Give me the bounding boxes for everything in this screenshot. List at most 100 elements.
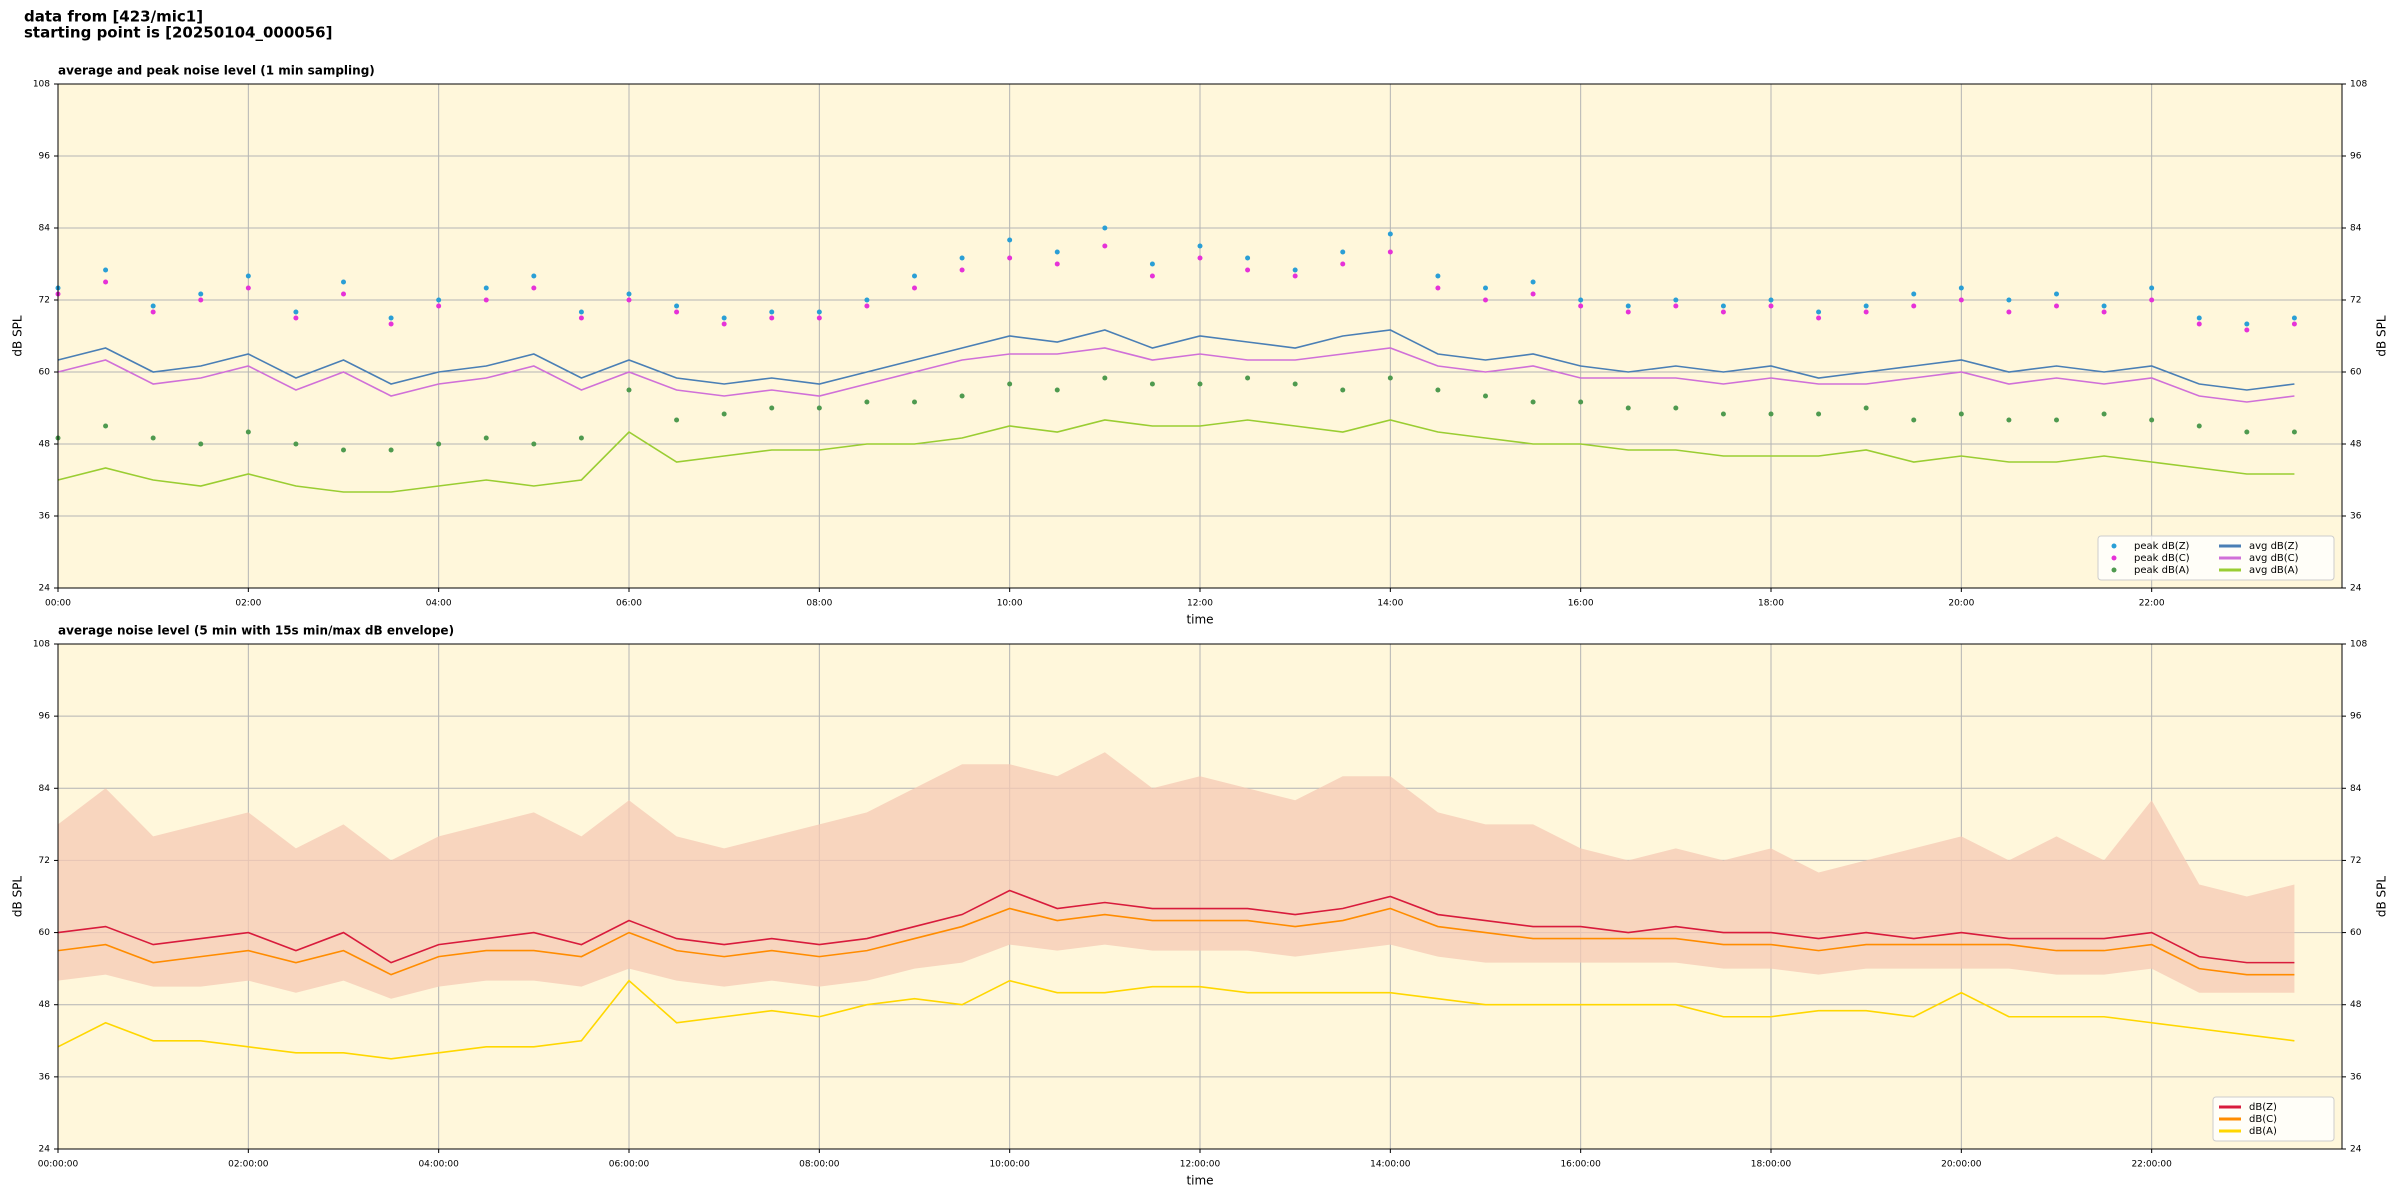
peak-point: [721, 411, 727, 417]
peak-point: [1054, 249, 1060, 255]
peak-point: [1720, 309, 1726, 315]
y-tick-label: 84: [39, 784, 51, 794]
peak-point: [1720, 411, 1726, 417]
legend-marker: [2111, 543, 2117, 549]
peak-point: [626, 297, 632, 303]
y-tick-label: 72: [39, 296, 50, 306]
peak-point: [864, 297, 870, 303]
peak-point: [626, 387, 632, 393]
y-axis-label: dB SPL: [11, 876, 25, 918]
x-tick-label: 06:00: [616, 599, 642, 609]
peak-point: [1007, 381, 1013, 387]
peak-point: [531, 285, 537, 291]
peak-point: [103, 279, 109, 285]
peak-point: [1149, 273, 1155, 279]
x-tick-label: 12:00:00: [1180, 1160, 1221, 1170]
peak-point: [1197, 255, 1203, 261]
legend-label: avg dB(C): [2249, 553, 2299, 564]
peak-point: [198, 441, 204, 447]
peak-point: [103, 267, 109, 273]
y-tick-label: 60: [2350, 368, 2362, 378]
peak-point: [626, 291, 632, 297]
peak-point: [2244, 429, 2250, 435]
peak-point: [2291, 429, 2297, 435]
peak-point: [1054, 261, 1060, 267]
legend-label: peak dB(C): [2134, 553, 2190, 564]
series-line: [57, 419, 2295, 493]
plot-frame: [57, 83, 2343, 589]
peak-point: [1578, 399, 1584, 405]
y-tick-label: 108: [2350, 640, 2367, 650]
peak-point: [293, 315, 299, 321]
y-tick-label: 96: [2350, 712, 2362, 722]
peak-point: [198, 297, 204, 303]
peak-point: [2244, 321, 2250, 327]
legend-label: peak dB(Z): [2134, 541, 2190, 552]
peak-point: [2196, 321, 2202, 327]
peak-point: [721, 321, 727, 327]
peak-point: [1911, 291, 1917, 297]
peak-point: [1245, 267, 1251, 273]
peak-point: [674, 303, 680, 309]
peak-point: [1816, 309, 1822, 315]
x-tick-label: 10:00:00: [989, 1160, 1030, 1170]
peak-point: [2054, 291, 2059, 297]
y-tick-label: 60: [39, 928, 51, 938]
peak-point: [531, 273, 537, 279]
y-tick-label: 96: [39, 712, 51, 722]
peak-point: [1673, 303, 1679, 309]
x-tick-label: 02:00: [235, 599, 261, 609]
peak-point: [2101, 411, 2107, 417]
x-tick-label: 04:00:00: [418, 1160, 459, 1170]
y-tick-label: 48: [2350, 1000, 2362, 1010]
x-tick-label: 18:00: [1758, 599, 1784, 609]
y-axis-label: dB SPL: [2375, 876, 2389, 918]
y-tick-label: 96: [39, 152, 51, 162]
peak-point: [198, 291, 204, 297]
peak-point: [245, 429, 251, 435]
legend-label: dB(C): [2249, 1114, 2277, 1125]
peak-point: [1483, 297, 1488, 303]
peak-point: [2006, 297, 2012, 303]
peak-point: [341, 291, 346, 297]
peak-point: [483, 435, 489, 441]
peak-point: [1530, 279, 1536, 285]
y-tick-label: 60: [39, 368, 51, 378]
peak-point: [1673, 297, 1679, 303]
y-tick-label: 36: [2350, 512, 2362, 522]
peak-point: [1625, 405, 1631, 411]
chart-title: average and peak noise level (1 min samp…: [58, 64, 375, 78]
peak-point: [578, 435, 584, 441]
series-line: [57, 979, 2295, 1060]
peak-point: [1435, 285, 1441, 291]
peak-point: [2149, 417, 2155, 423]
peak-point: [2054, 417, 2059, 423]
x-tick-label: 06:00:00: [609, 1160, 650, 1170]
peak-point: [388, 447, 394, 453]
y-tick-label: 36: [39, 1072, 51, 1082]
y-tick-label: 60: [2350, 928, 2362, 938]
peak-point: [1292, 381, 1298, 387]
y-tick-label: 48: [2350, 440, 2362, 450]
y-tick-label: 84: [39, 224, 51, 234]
peak-point: [1102, 225, 1108, 231]
peak-point: [1863, 303, 1869, 309]
peak-point: [1483, 393, 1488, 399]
y-tick-label: 84: [2350, 224, 2362, 234]
peak-point: [1197, 381, 1203, 387]
x-tick-label: 14:00:00: [1370, 1160, 1411, 1170]
peak-point: [1625, 303, 1631, 309]
chart-title: average noise level (5 min with 15s min/…: [58, 624, 454, 638]
peak-point: [1578, 303, 1584, 309]
peak-point: [816, 309, 822, 315]
y-tick-label: 24: [2350, 584, 2362, 594]
peak-point: [1911, 417, 1917, 423]
peak-point: [2244, 327, 2250, 333]
peak-point: [245, 285, 251, 291]
y-tick-label: 72: [39, 856, 50, 866]
peak-point: [721, 315, 727, 321]
peak-point: [2196, 315, 2202, 321]
x-tick-label: 20:00: [1948, 599, 1974, 609]
legend-label: avg dB(Z): [2249, 541, 2299, 552]
